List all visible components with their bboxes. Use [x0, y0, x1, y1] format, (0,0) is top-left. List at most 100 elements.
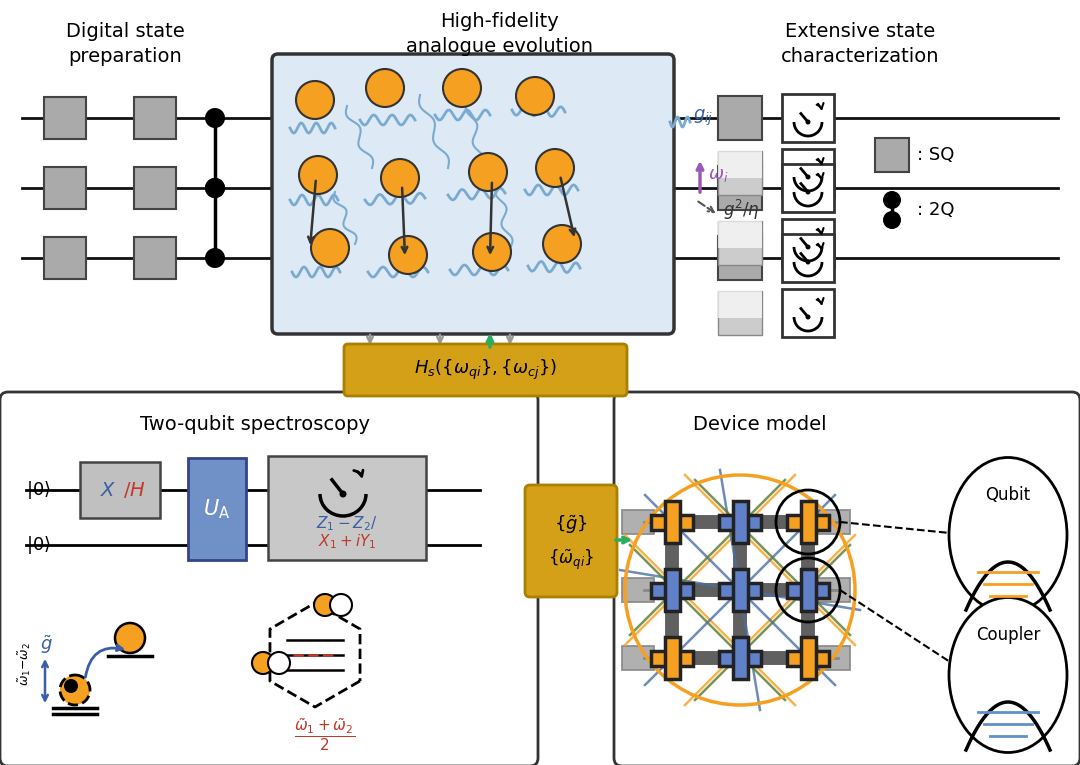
Text: $g^2/\eta$: $g^2/\eta$: [723, 198, 760, 222]
Ellipse shape: [949, 597, 1067, 753]
Text: $\{\tilde{\omega}_{qi}\}$: $\{\tilde{\omega}_{qi}\}$: [548, 548, 594, 572]
Text: Coupler: Coupler: [976, 626, 1040, 644]
Bar: [718, 151, 762, 195]
Text: $\dfrac{\tilde{\omega}_1 + \tilde{\omega}_2}{2}$: $\dfrac{\tilde{\omega}_1 + \tilde{\omega…: [295, 717, 355, 754]
Text: High-fidelity
analogue evolution: High-fidelity analogue evolution: [406, 12, 594, 56]
Circle shape: [205, 178, 225, 198]
Text: $Z_1 - Z_2/$: $Z_1 - Z_2/$: [316, 515, 378, 533]
Circle shape: [64, 679, 78, 693]
Text: $g_{ij}$: $g_{ij}$: [693, 108, 714, 128]
Bar: [134, 237, 176, 279]
Bar: [718, 291, 762, 335]
Bar: [787, 515, 829, 529]
Text: : SQ: : SQ: [917, 146, 955, 164]
Bar: [664, 637, 679, 679]
Text: $\tilde{\omega}_1{-}\tilde{\omega}_2$: $\tilde{\omega}_1{-}\tilde{\omega}_2$: [16, 642, 33, 686]
Bar: [800, 569, 815, 611]
Circle shape: [205, 248, 225, 268]
Bar: [664, 569, 679, 611]
Text: $X$: $X$: [99, 480, 117, 500]
Bar: [134, 167, 176, 209]
Bar: [44, 237, 86, 279]
Text: $\{\tilde{g}\}$: $\{\tilde{g}\}$: [554, 514, 588, 536]
Circle shape: [330, 594, 352, 616]
Bar: [651, 582, 693, 597]
FancyBboxPatch shape: [272, 54, 674, 334]
Text: $U_{\rm A}$: $U_{\rm A}$: [203, 497, 231, 521]
Circle shape: [381, 159, 419, 197]
Bar: [718, 148, 762, 178]
Bar: [782, 164, 834, 212]
Bar: [44, 167, 86, 209]
Bar: [732, 501, 747, 543]
Bar: [718, 166, 762, 210]
Text: Extensive state
characterization: Extensive state characterization: [781, 22, 940, 66]
Text: : 2Q: : 2Q: [917, 201, 955, 219]
FancyBboxPatch shape: [615, 392, 1080, 765]
Circle shape: [366, 69, 404, 107]
Bar: [732, 637, 747, 679]
Text: Device model: Device model: [693, 415, 827, 434]
FancyBboxPatch shape: [0, 392, 538, 765]
Bar: [782, 94, 834, 142]
Ellipse shape: [949, 457, 1067, 613]
Circle shape: [806, 259, 810, 265]
Circle shape: [339, 490, 347, 497]
Circle shape: [806, 190, 810, 194]
Circle shape: [60, 675, 90, 705]
Text: $|0\rangle$: $|0\rangle$: [26, 479, 51, 501]
Bar: [782, 289, 834, 337]
Text: $X_1 + iY_1$: $X_1 + iY_1$: [318, 532, 376, 552]
Circle shape: [473, 233, 511, 271]
Bar: [875, 138, 909, 172]
Bar: [732, 569, 747, 611]
Circle shape: [883, 191, 901, 209]
Bar: [718, 221, 762, 265]
Bar: [718, 236, 762, 280]
Circle shape: [516, 77, 554, 115]
Bar: [782, 149, 834, 197]
Text: $\omega_i$: $\omega_i$: [708, 166, 729, 184]
Circle shape: [205, 178, 225, 198]
Circle shape: [806, 245, 810, 249]
Circle shape: [389, 236, 427, 274]
Circle shape: [205, 108, 225, 128]
FancyBboxPatch shape: [525, 485, 617, 597]
Bar: [622, 578, 654, 602]
Bar: [651, 650, 693, 666]
Bar: [651, 515, 693, 529]
Bar: [787, 582, 829, 597]
Circle shape: [114, 623, 145, 653]
Bar: [818, 646, 850, 670]
Bar: [818, 578, 850, 602]
Text: $/H$: $/H$: [123, 480, 145, 500]
Bar: [818, 510, 850, 534]
Bar: [80, 462, 160, 518]
Bar: [719, 515, 761, 529]
Bar: [44, 97, 86, 139]
Circle shape: [469, 153, 507, 191]
Circle shape: [543, 225, 581, 263]
Bar: [719, 582, 761, 597]
Text: $|0\rangle$: $|0\rangle$: [26, 534, 51, 556]
Circle shape: [806, 314, 810, 320]
Bar: [718, 96, 762, 140]
Text: Two-qubit spectroscopy: Two-qubit spectroscopy: [140, 415, 370, 434]
Circle shape: [536, 149, 573, 187]
Text: $H_s(\{\omega_{qi}\},\{\omega_{cj}\})$: $H_s(\{\omega_{qi}\},\{\omega_{cj}\})$: [414, 358, 557, 382]
Bar: [622, 510, 654, 534]
Bar: [718, 218, 762, 248]
FancyBboxPatch shape: [345, 344, 627, 396]
Text: Qubit: Qubit: [985, 486, 1030, 504]
Bar: [782, 219, 834, 267]
Bar: [134, 97, 176, 139]
Circle shape: [296, 81, 334, 119]
Bar: [787, 650, 829, 666]
Bar: [622, 646, 654, 670]
Circle shape: [311, 229, 349, 267]
Circle shape: [299, 156, 337, 194]
Bar: [268, 456, 426, 560]
Circle shape: [252, 652, 274, 674]
Circle shape: [883, 211, 901, 229]
Bar: [800, 501, 815, 543]
